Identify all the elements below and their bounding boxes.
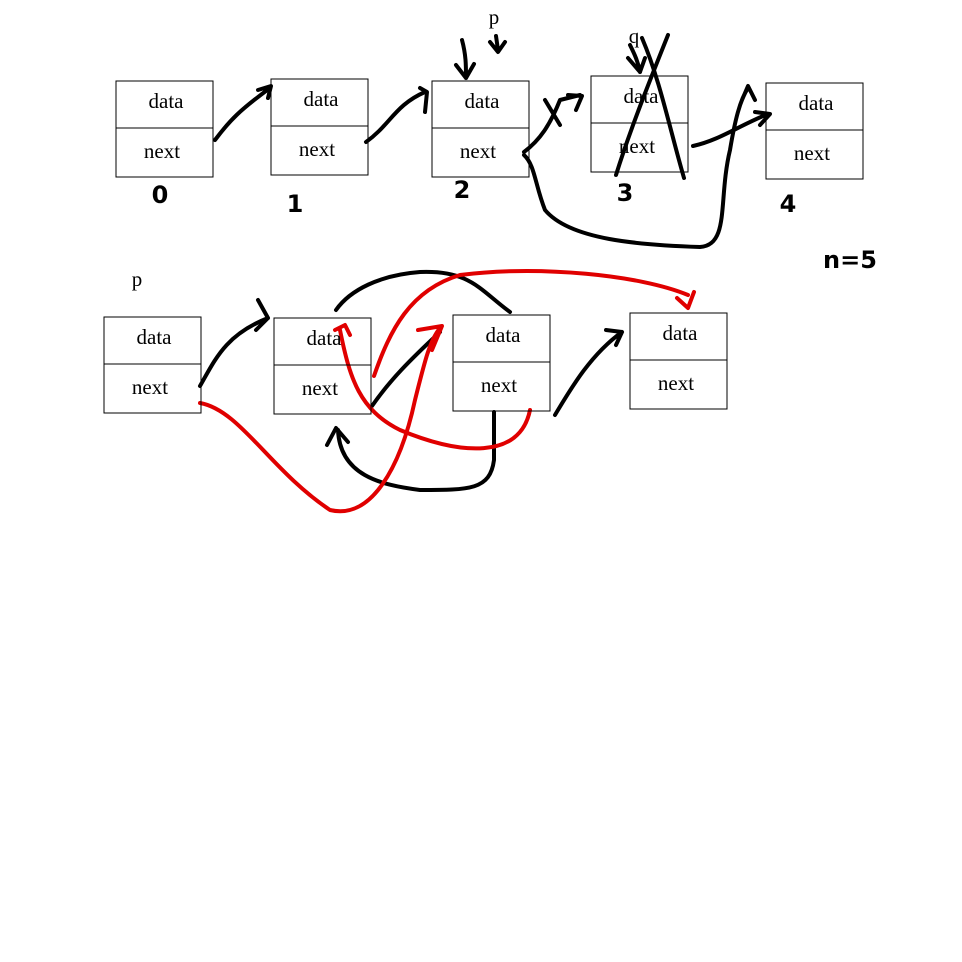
next-field: next — [658, 371, 694, 395]
node-index: 0 — [152, 181, 169, 209]
arrow — [198, 298, 270, 388]
data-field: data — [307, 326, 343, 350]
pointer-label: p — [132, 267, 143, 291]
node-box — [270, 78, 369, 176]
pointer-arrow — [626, 43, 647, 74]
node-index: 3 — [617, 179, 634, 207]
red-arrow — [333, 323, 532, 451]
arrow — [553, 328, 624, 417]
node-box — [590, 75, 689, 173]
data-field: data — [486, 323, 522, 347]
data-field: data — [304, 87, 340, 111]
arrow — [691, 110, 772, 148]
data-field: data — [465, 89, 501, 113]
data-field: data — [137, 325, 173, 349]
next-field: next — [481, 373, 517, 397]
data-field: data — [149, 89, 185, 113]
red-arrow — [372, 269, 696, 378]
data-field: data — [624, 84, 660, 108]
red-arrow — [198, 324, 444, 514]
pointer-arrow — [488, 34, 507, 54]
pointer-label: p — [489, 5, 500, 29]
next-field: next — [144, 139, 180, 163]
data-field: data — [799, 91, 835, 115]
cross-out — [614, 33, 686, 180]
arrow — [325, 410, 496, 492]
next-field: next — [619, 134, 655, 158]
node-box — [765, 82, 864, 180]
node-index: 4 — [780, 190, 797, 218]
node-box — [103, 316, 202, 414]
node-box — [452, 314, 551, 412]
node-box — [273, 317, 372, 415]
arrow — [364, 86, 429, 144]
pointer-label: q — [629, 24, 640, 48]
next-field: next — [302, 376, 338, 400]
next-field: next — [460, 139, 496, 163]
next-field: next — [132, 375, 168, 399]
note: n=5 — [823, 246, 877, 274]
arrow — [334, 269, 512, 314]
data-field: data — [663, 321, 699, 345]
next-field: next — [794, 141, 830, 165]
node-index: 2 — [454, 176, 471, 204]
pointer-arrow — [454, 38, 476, 80]
arrow — [522, 84, 757, 249]
node-box — [115, 80, 214, 178]
node-box — [431, 80, 530, 178]
next-field: next — [299, 137, 335, 161]
node-index: 1 — [287, 190, 304, 218]
node-box — [629, 312, 728, 410]
